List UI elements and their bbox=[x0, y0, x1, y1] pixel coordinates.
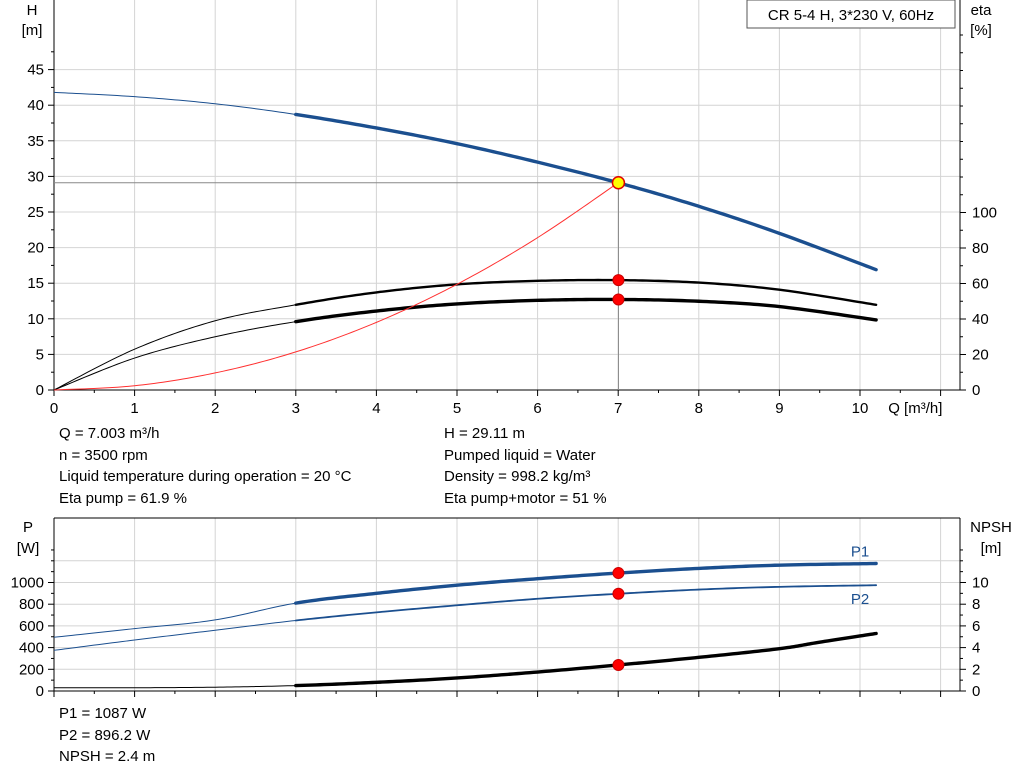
top-x-tick-label: 0 bbox=[50, 400, 58, 417]
eta-axis-unit: [%] bbox=[970, 22, 992, 39]
info-pumped-liquid: Pumped liquid = Water bbox=[444, 446, 596, 464]
top-x-tick-label: 1 bbox=[130, 400, 138, 417]
bottom-y-tick-label: 800 bbox=[19, 596, 44, 613]
top-y2-tick-label: 100 bbox=[972, 205, 997, 222]
eta-pump-motor-curve bbox=[294, 297, 878, 324]
p-axis-unit: [W] bbox=[17, 540, 40, 557]
bottom-y2-tick-label: 8 bbox=[972, 596, 980, 613]
top-x-tick-label: 2 bbox=[211, 400, 219, 417]
top-y2-tick-label: 20 bbox=[972, 347, 989, 364]
p2-curve bbox=[294, 584, 878, 622]
bottom-y-tick-label: 200 bbox=[19, 661, 44, 678]
bottom-y-tick-label: 600 bbox=[19, 618, 44, 635]
info-npsh: NPSH = 2.4 m bbox=[59, 748, 156, 765]
info-eta-pump-motor: Eta pump+motor = 51 % bbox=[444, 489, 607, 507]
eta-pump-curve-extrapolated bbox=[53, 304, 296, 391]
p2-curve-extrapolated bbox=[53, 619, 296, 651]
top-x-tick-label: 7 bbox=[614, 400, 622, 417]
top-y2-tick-label: 40 bbox=[972, 311, 989, 328]
duty-point-marker bbox=[611, 175, 626, 190]
info-p2: P2 = 896.2 W bbox=[59, 726, 151, 744]
chart-title-box bbox=[746, 0, 956, 29]
npsh-curve-extrapolated bbox=[54, 685, 296, 689]
info-p1: P1 = 1087 W bbox=[59, 705, 147, 722]
top-y-tick-label: 45 bbox=[27, 62, 44, 79]
power-info: P1 = 1087 W P2 = 896.2 W NPSH = 2.4 m bbox=[59, 703, 155, 768]
bottom-y2-tick-label: 0 bbox=[972, 683, 980, 700]
p2-marker bbox=[612, 587, 625, 600]
p1-curve bbox=[294, 561, 878, 605]
h-axis-label: H bbox=[27, 2, 38, 19]
top-x-tick-label: 9 bbox=[775, 400, 783, 417]
info-eta-pump: Eta pump = 61.9 % bbox=[59, 489, 187, 507]
chart-title: CR 5-4 H, 3*230 V, 60Hz bbox=[768, 7, 934, 24]
p1-curve-extrapolated bbox=[53, 602, 296, 638]
top-y-tick-label: 10 bbox=[27, 311, 44, 328]
duty-info-right: H = 29.11 m Pumped liquid = Water Densit… bbox=[444, 423, 607, 509]
bottom-y-tick-label: 1000 bbox=[11, 575, 44, 592]
info-liquid-temperature: Liquid temperature during operation = 20… bbox=[59, 468, 352, 485]
bottom-y-tick-label: 0 bbox=[36, 683, 44, 700]
duty-info-left: Q = 7.003 m³/h n = 3500 rpm Liquid tempe… bbox=[59, 423, 351, 509]
p1-series-label: P1 bbox=[851, 544, 869, 561]
bottom-y2-tick-label: 10 bbox=[972, 575, 989, 592]
top-x-tick-label: 6 bbox=[533, 400, 541, 417]
system-curve bbox=[53, 182, 619, 391]
p2-series-label: P2 bbox=[851, 591, 869, 608]
eta-pump-motor-curve-extrapolated bbox=[53, 321, 296, 391]
top-y2-tick-label: 80 bbox=[972, 240, 989, 257]
top-y-tick-label: 0 bbox=[36, 382, 44, 399]
top-y-tick-label: 35 bbox=[27, 133, 44, 150]
info-speed: n = 3500 rpm bbox=[59, 446, 148, 464]
eta-pump-marker bbox=[612, 274, 625, 287]
info-density: Density = 998.2 kg/m³ bbox=[444, 468, 591, 485]
top-y-tick-label: 15 bbox=[27, 275, 44, 292]
h-axis-unit: [m] bbox=[22, 22, 43, 39]
q-axis-label: Q [m³/h] bbox=[888, 400, 942, 417]
top-x-tick-label: 5 bbox=[453, 400, 461, 417]
top-x-tick-label: 8 bbox=[695, 400, 703, 417]
npsh-axis-label: NPSH bbox=[970, 519, 1012, 536]
bottom-y2-tick-label: 2 bbox=[972, 661, 980, 678]
bottom-y2-tick-label: 6 bbox=[972, 618, 980, 635]
top-y-tick-label: 20 bbox=[27, 240, 44, 257]
top-y-tick-label: 30 bbox=[27, 168, 44, 185]
top-y2-tick-label: 60 bbox=[972, 276, 989, 293]
info-head: H = 29.11 m bbox=[444, 425, 526, 442]
eta-pump-motor-marker bbox=[612, 293, 625, 306]
top-y-tick-label: 25 bbox=[27, 204, 44, 221]
top-x-tick-label: 3 bbox=[292, 400, 300, 417]
eta-axis-label: eta bbox=[971, 2, 993, 19]
top-plot-area bbox=[54, 0, 960, 390]
npsh-marker bbox=[612, 658, 625, 671]
top-x-tick-label: 4 bbox=[372, 400, 380, 417]
top-y-tick-label: 40 bbox=[27, 97, 44, 114]
p-axis-label: P bbox=[23, 519, 33, 536]
top-y2-tick-label: 0 bbox=[972, 382, 980, 399]
head-curve bbox=[294, 112, 878, 272]
head-curve-extrapolated bbox=[53, 91, 296, 115]
top-x-tick-label: 10 bbox=[852, 400, 869, 417]
bottom-y2-tick-label: 4 bbox=[972, 640, 980, 657]
info-flow: Q = 7.003 m³/h bbox=[59, 425, 160, 442]
bottom-y-tick-label: 400 bbox=[19, 640, 44, 657]
p1-marker bbox=[612, 567, 625, 580]
npsh-axis-unit: [m] bbox=[981, 540, 1002, 557]
eta-pump-curve bbox=[294, 278, 878, 306]
top-y-tick-label: 5 bbox=[36, 346, 44, 363]
